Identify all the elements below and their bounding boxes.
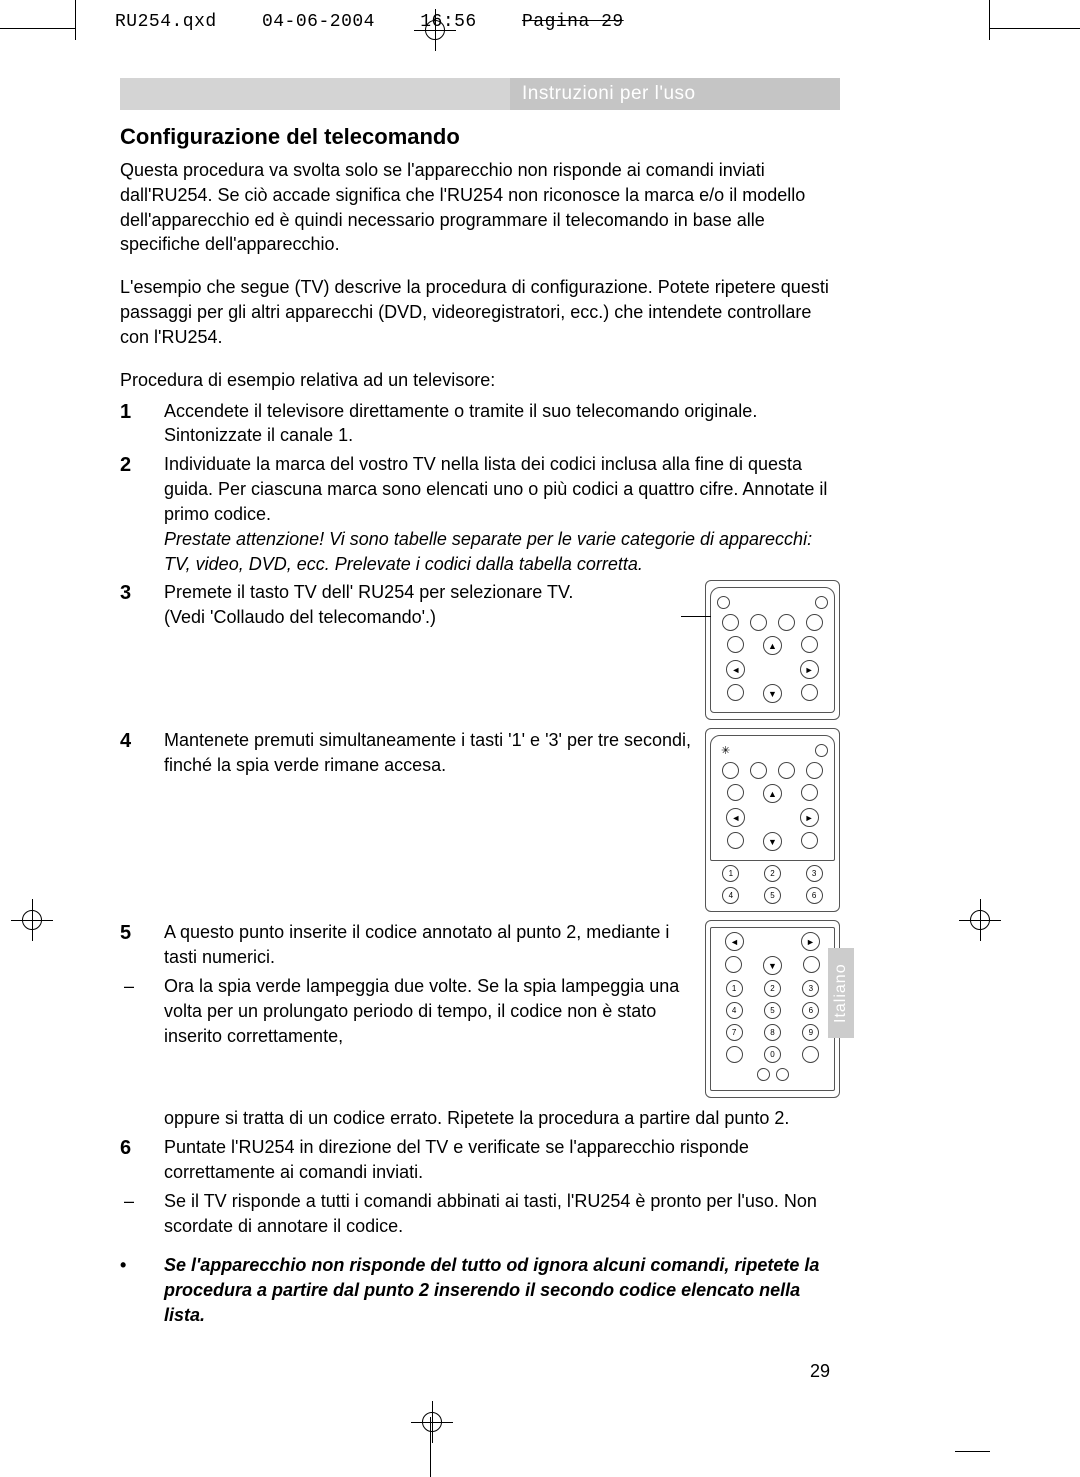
intro-paragraph-1: Questa procedura va svolta solo se l'app… [120, 158, 840, 257]
page-content: Instruzioni per l'uso Configurazione del… [120, 78, 840, 1328]
bullet-marker: • [120, 1253, 164, 1329]
step-text: Puntate l'RU254 in direzione del TV e ve… [164, 1135, 840, 1185]
step-dash-text: Se il TV risponde a tutti i comandi abbi… [164, 1189, 840, 1239]
step-text: Individuate la marca del vostro TV nella… [164, 452, 840, 576]
crop-mark [0, 28, 75, 29]
remote-figure-1: ▲ ◄► ▼ [705, 580, 840, 720]
procedure-intro: Procedura di esempio relativa ad un tele… [120, 368, 840, 393]
note-bullet: • Se l'apparecchio non risponde del tutt… [120, 1253, 840, 1329]
step-text: Premete il tasto TV dell' RU254 per sele… [164, 580, 693, 630]
step-1: 1 Accendete il televisore direttamente o… [120, 399, 840, 449]
step-6-dash: – Se il TV risponde a tutti i comandi ab… [120, 1189, 840, 1239]
section-tab-label: Instruzioni per l'uso [510, 78, 840, 110]
remote-figure-3: ◄► ▼ 123 456 789 0 [705, 920, 840, 1098]
step-5: 5 A questo punto inserite il codice anno… [120, 920, 693, 970]
step-5-cont: oppure si tratta di un codice errato. Ri… [120, 1106, 840, 1131]
step-note: Prestate attenzione! Vi sono tabelle sep… [164, 529, 812, 574]
step-text-main: Individuate la marca del vostro TV nella… [164, 454, 827, 524]
doc-filename: RU254.qxd [115, 12, 217, 32]
step-2: 2 Individuate la marca del vostro TV nel… [120, 452, 840, 576]
step-number: 3 [120, 580, 164, 630]
step-3: 3 Premete il tasto TV dell' RU254 per se… [120, 580, 693, 630]
step-number: 5 [120, 920, 164, 970]
registration-mark [970, 910, 990, 935]
dash-marker: – [120, 974, 164, 1048]
step-dash-text: Ora la spia verde lampeggia due volte. S… [164, 974, 693, 1048]
step-5-cont-text: oppure si tratta di un codice errato. Ri… [164, 1106, 840, 1131]
step-5-dash: – Ora la spia verde lampeggia due volte.… [120, 974, 693, 1048]
document-meta: RU254.qxd 04-06-2004 16:56 Pagina 29 [115, 12, 624, 32]
step-number: 1 [120, 399, 164, 449]
step-text: Mantenete premuti simultaneamente i tast… [164, 728, 693, 778]
step-3-row: 3 Premete il tasto TV dell' RU254 per se… [120, 580, 840, 720]
page-number: 29 [810, 1361, 830, 1382]
remote-figure-2: ✳ ▲ ◄► ▼ 123 456 [705, 728, 840, 912]
doc-time: 16:56 [420, 12, 477, 32]
tab-header: Instruzioni per l'uso [120, 78, 840, 110]
step-6: 6 Puntate l'RU254 in direzione del TV e … [120, 1135, 840, 1185]
step-text: Accendete il televisore direttamente o t… [164, 399, 840, 449]
language-tab: Italiano [828, 948, 854, 1038]
crop-mark [430, 1417, 431, 1477]
doc-date: 04-06-2004 [262, 12, 375, 32]
step-4: 4 Mantenete premuti simultaneamente i ta… [120, 728, 693, 778]
intro-paragraph-2: L'esempio che segue (TV) descrive la pro… [120, 275, 840, 349]
crop-mark [75, 0, 76, 40]
step-number: 2 [120, 452, 164, 576]
step-number: 6 [120, 1135, 164, 1185]
registration-mark [422, 1412, 442, 1437]
step-text: A questo punto inserite il codice annota… [164, 920, 693, 970]
crop-mark [955, 1451, 990, 1452]
tab-grey-bar [120, 78, 510, 110]
bullet-text: Se l'apparecchio non risponde del tutto … [164, 1253, 840, 1329]
doc-page: Pagina 29 [522, 12, 624, 32]
crop-mark [990, 28, 1080, 29]
dash-marker: – [120, 1189, 164, 1239]
step-subtext: (Vedi 'Collaudo del telecomando'.) [164, 607, 436, 627]
step-text-main: Premete il tasto TV dell' RU254 per sele… [164, 582, 573, 602]
crop-mark [989, 0, 990, 40]
page-title: Configurazione del telecomando [120, 124, 840, 150]
step-4-row: 4 Mantenete premuti simultaneamente i ta… [120, 728, 840, 912]
registration-mark [22, 910, 42, 935]
step-5-row: 5 A questo punto inserite il codice anno… [120, 920, 840, 1098]
step-number: 4 [120, 728, 164, 778]
